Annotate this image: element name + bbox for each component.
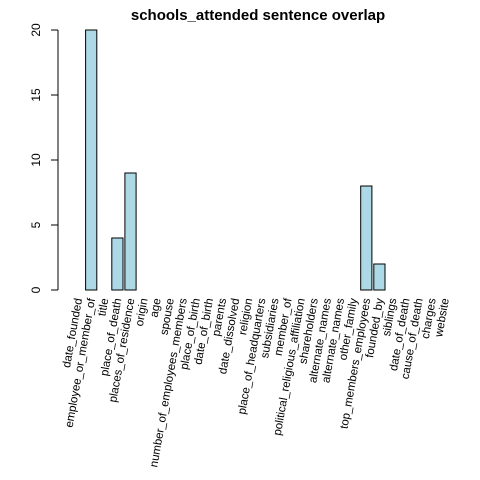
- y-tick-label: 20: [29, 23, 43, 37]
- y-tick-label: 5: [29, 221, 43, 228]
- x-tick-label: origin: [134, 297, 151, 327]
- chart-title: schools_attended sentence overlap: [131, 7, 385, 24]
- y-axis: 0 5 10 15 20: [29, 23, 59, 293]
- bar: [111, 237, 124, 291]
- x-tick-label: age: [149, 297, 164, 318]
- bars: [85, 29, 386, 291]
- x-axis-labels: date_foundedemployee_or_member_oftitlepl…: [61, 297, 452, 469]
- bar: [85, 29, 98, 291]
- bar: [373, 263, 386, 291]
- y-tick-label: 0: [29, 286, 43, 293]
- bar: [360, 185, 373, 291]
- bar: [124, 172, 137, 291]
- x-tick-label: title: [96, 297, 111, 317]
- y-tick-label: 15: [29, 88, 43, 102]
- y-tick-label: 10: [29, 153, 43, 167]
